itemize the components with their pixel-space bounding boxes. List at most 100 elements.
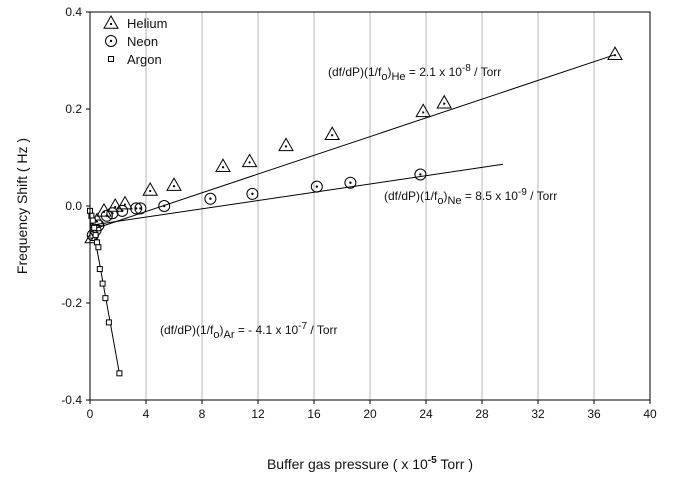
square-marker bbox=[92, 232, 99, 239]
circle-marker-dot bbox=[139, 207, 142, 210]
circle-marker-outline bbox=[134, 202, 147, 215]
annotation-fragment: ) bbox=[387, 65, 391, 79]
triangle-marker-outline bbox=[103, 14, 119, 29]
square-marker bbox=[91, 224, 98, 231]
annotation-fragment: ) bbox=[443, 189, 447, 203]
square-marker bbox=[108, 56, 114, 62]
circle-marker-outline bbox=[310, 180, 323, 193]
square-marker bbox=[96, 266, 103, 273]
helium-data-point bbox=[117, 195, 133, 210]
annotation-fragment: (df/dP)(1/f bbox=[384, 189, 438, 203]
argon-data-point bbox=[116, 370, 123, 377]
square-marker bbox=[102, 295, 109, 302]
neon-legend-marker bbox=[105, 35, 117, 47]
neon-data-point bbox=[310, 180, 323, 193]
circle-marker-outline bbox=[116, 204, 129, 217]
helium-data-point bbox=[241, 153, 258, 168]
neon-data-point bbox=[344, 176, 357, 189]
helium-data-point bbox=[436, 94, 453, 109]
neon-data-point bbox=[246, 187, 259, 200]
neon-data-point bbox=[130, 202, 143, 215]
helium-data-point bbox=[324, 126, 341, 140]
triangle-marker-outline bbox=[278, 137, 294, 152]
square-marker bbox=[99, 280, 106, 287]
neon-data-point bbox=[204, 192, 217, 205]
argon-data-point bbox=[94, 239, 100, 246]
annotation-fragment: -8 bbox=[462, 63, 471, 74]
triangle-marker-outline bbox=[415, 103, 432, 118]
annotation-fragment: o bbox=[437, 195, 443, 207]
circle-marker-dot bbox=[349, 181, 352, 184]
circle-marker-outline bbox=[204, 192, 217, 205]
annotation-fragment: / Torr bbox=[307, 323, 337, 337]
triangle-marker-dot bbox=[443, 102, 446, 105]
x-tick-label: 4 bbox=[143, 407, 150, 421]
annotation-fragment: (df/dP)(1/f bbox=[160, 323, 214, 337]
circle-marker-dot bbox=[121, 209, 124, 213]
x-tick-label: 20 bbox=[363, 407, 377, 421]
triangle-marker-outline bbox=[436, 94, 453, 109]
helium-data-point bbox=[166, 177, 182, 191]
triangle-marker-outline bbox=[107, 197, 124, 212]
annotation-fragment: / Torr bbox=[471, 65, 501, 79]
triangle-marker-dot bbox=[123, 203, 127, 206]
argon-slope-annotation: (df/dP)(1/fo)Ar = - 4.1 x 10-7 / Torr bbox=[160, 321, 338, 341]
x-tick-label: 36 bbox=[587, 407, 601, 421]
circle-marker-outline bbox=[130, 202, 143, 215]
helium-data-point bbox=[107, 197, 124, 212]
triangle-marker-dot bbox=[613, 54, 617, 57]
x-tick-label: 28 bbox=[475, 407, 489, 421]
x-axis-label-exponent: -5 bbox=[428, 455, 437, 466]
neon-data-point bbox=[158, 200, 171, 212]
triangle-marker-dot bbox=[284, 145, 288, 148]
circle-marker-outline bbox=[344, 176, 357, 189]
neon-data-point bbox=[134, 202, 147, 215]
triangle-marker-dot bbox=[331, 134, 334, 137]
x-axis-label: Buffer gas pressure ( x 10-5 Torr ) bbox=[267, 455, 473, 472]
argon-data-point bbox=[105, 319, 112, 326]
annotation-fragment: -7 bbox=[298, 321, 307, 332]
triangle-marker-dot bbox=[422, 111, 425, 114]
circle-marker-dot bbox=[135, 207, 138, 210]
triangle-marker-outline bbox=[166, 177, 182, 191]
helium-slope-annotation: (df/dP)(1/fo)He = 2.1 x 10-8 / Torr bbox=[328, 63, 501, 83]
circle-marker-dot bbox=[97, 224, 100, 227]
x-tick-label: 16 bbox=[307, 407, 321, 421]
square-marker bbox=[94, 239, 100, 246]
argon-data-point bbox=[102, 295, 109, 302]
x-axis-label-main: Buffer gas pressure ( x 10 bbox=[267, 456, 428, 472]
circle-marker-outline bbox=[246, 187, 259, 200]
y-tick-label: 0.0 bbox=[65, 199, 82, 213]
x-tick-label: 40 bbox=[643, 407, 657, 421]
annotation-fragment: = - 4.1 x 10 bbox=[234, 323, 298, 337]
circle-marker-outline bbox=[158, 200, 171, 212]
data-points bbox=[84, 46, 623, 377]
triangle-marker-dot bbox=[109, 22, 113, 26]
circle-marker-outline bbox=[106, 207, 119, 220]
triangle-marker-outline bbox=[117, 195, 133, 210]
annotation-fragment: = 8.5 x 10 bbox=[462, 189, 519, 203]
circle-marker-dot bbox=[251, 192, 254, 196]
grid-lines bbox=[145, 12, 595, 400]
helium-data-point bbox=[607, 46, 623, 60]
y-tick-label: -0.2 bbox=[61, 296, 82, 310]
neon-fit-line bbox=[89, 163, 504, 226]
triangle-marker-dot bbox=[114, 205, 117, 209]
x-tick-label: 32 bbox=[531, 407, 545, 421]
helium-data-point bbox=[415, 103, 432, 118]
helium-data-point bbox=[142, 181, 159, 196]
x-tick-label: 12 bbox=[251, 407, 265, 421]
annotation-fragment: (df/dP)(1/f bbox=[328, 65, 382, 79]
square-marker bbox=[89, 217, 96, 224]
triangle-marker-dot bbox=[149, 189, 152, 193]
circle-marker-dot bbox=[419, 173, 422, 176]
y-tick-label: 0.2 bbox=[65, 102, 82, 116]
triangle-marker-outline bbox=[324, 126, 341, 140]
triangle-marker-outline bbox=[607, 46, 623, 60]
triangle-marker-dot bbox=[248, 161, 251, 164]
axis-ticks: 0 4 8 12 16 20 24 28 32 36 40 -0.4 -0.2 0.0 0.2 0.4 bbox=[61, 5, 657, 421]
neon-slope-annotation: (df/dP)(1/fo)Ne = 8.5 x 10-9 / Torr bbox=[384, 187, 557, 207]
argon-data-point bbox=[89, 217, 96, 224]
y-tick-label: -0.4 bbox=[61, 393, 82, 407]
helium-legend-marker bbox=[103, 14, 119, 29]
